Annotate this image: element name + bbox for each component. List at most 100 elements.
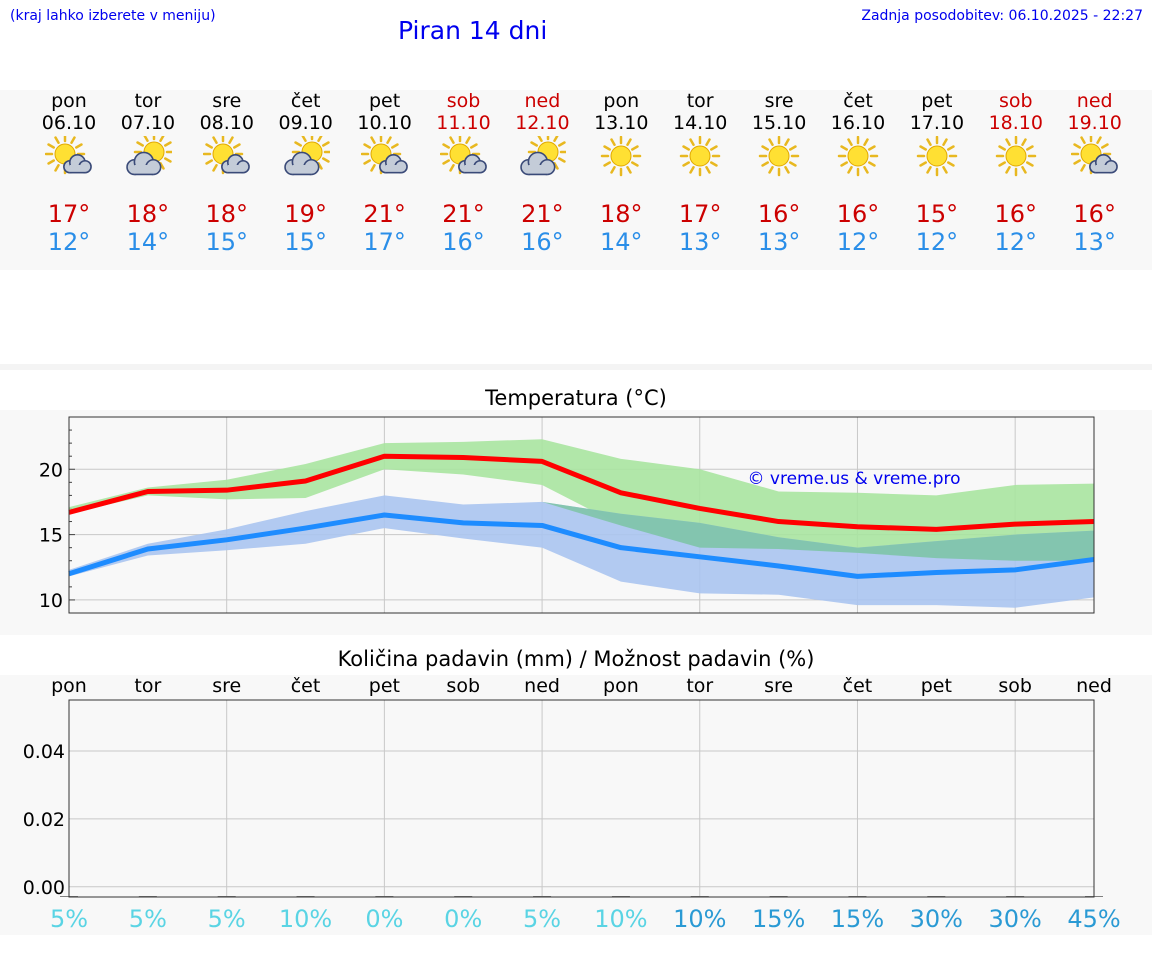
sun-cloud-icon [202,136,250,175]
min-temp: 13° [757,228,801,256]
day-date: 17.10 [909,112,965,134]
precipitation-probability: 30% [988,905,1042,933]
y-tick-label: 0.02 [23,809,65,831]
cloud-shape [1088,154,1118,174]
cloud-sun-icon [520,136,567,176]
day-date: 12.10 [515,112,570,134]
day-name: sre [764,90,794,112]
precipitation-chart-svg: 0.00 0.02 0.04 [23,699,1103,899]
sun-disc [926,145,948,167]
sun-rays [995,136,1037,177]
sun-rays [601,136,642,177]
day-name: pon [603,90,640,112]
sun-disc [689,145,711,167]
day-name: sob [446,90,481,112]
max-temp: 16° [757,200,801,228]
sun-rays [758,136,800,177]
sun-cloud-icon [1070,136,1118,175]
day-date: 16.10 [830,112,886,134]
sun-disc [768,145,790,167]
day-date: 19.10 [1067,112,1122,134]
range-overlap-band [69,495,1094,570]
x-day-label: tor [686,675,714,697]
plot-frame [68,416,1095,614]
day-date: 15.10 [751,112,807,134]
day-name: pet [921,90,953,112]
precipitation-probability: 30% [909,905,963,933]
day-date: 18.10 [988,112,1043,134]
cloud-shape [283,151,320,176]
min-temp: 13° [678,228,722,256]
precipitation-probability: 5% [207,905,246,933]
x-day-label: ned [1076,675,1112,697]
x-day-label: sre [212,675,242,697]
day-date: 13.10 [594,112,649,134]
day-date: 11.10 [436,112,491,134]
max-temp: 17° [678,200,722,228]
min-temp-line [68,512,1095,579]
cloud-shape [126,151,162,176]
precipitation-probability: 0% [365,905,404,933]
sun-rays [837,136,879,177]
precipitation-probability: 5% [523,905,562,933]
x-day-label: tor [134,675,162,697]
day-name: ned [1076,90,1113,112]
day-name: tor [134,90,162,112]
max-temp: 21° [442,200,485,228]
day-name: tor [686,90,714,112]
max-temp-range-band [69,439,1094,561]
precipitation-probability: 10% [278,905,333,933]
cloud-sun-icon [283,136,330,176]
sun-rays [916,136,958,177]
sun-icon [995,136,1037,177]
cloud-shape [63,154,92,174]
cloud-shape [220,154,250,174]
day-name: pet [368,90,401,112]
precipitation-probability: 0% [444,905,483,933]
daily-forecast-strip: pon 06.10 17° 12° tor 07.10 18° 14° sre 08.10 18° 1… [0,90,1152,270]
max-temp: 17° [47,200,91,228]
day-name: čet [290,90,321,112]
temperature-chart-title: Temperatura (°C) [485,386,667,410]
location-hint-link[interactable]: (kraj lahko izberete v meniju) [10,8,216,24]
day-date: 14.10 [672,112,728,134]
sun-cloud-icon [439,136,487,175]
min-temp: 16° [521,228,564,256]
sun-icon [679,136,721,177]
sun-icon [916,136,958,177]
day-date: 08.10 [199,112,254,134]
sun-cloud-icon [360,136,408,175]
sun-disc [610,145,632,167]
sun-disc [1005,145,1027,167]
min-temp: 12° [994,228,1038,256]
precipitation-probability: 45% [1067,905,1121,933]
max-temp: 21° [521,200,564,228]
x-day-label: pet [368,675,400,697]
x-day-label: pon [603,675,639,697]
watermark: © vreme.us & vreme.pro [747,469,960,489]
temperature-chart-svg: 10 15 20 © vreme.us & vreme.pro [39,416,1095,614]
sun-icon [601,136,642,177]
cloud-shape [520,151,556,176]
min-temp: 17° [363,228,406,256]
min-temp: 12° [836,228,880,256]
precipitation-chart-title: Količina padavin (mm) / Možnost padavin … [337,647,815,671]
cloud-sun-icon [126,136,172,176]
day-name: ned [524,90,561,112]
precipitation-probability: 5% [49,905,89,933]
day-name: čet [843,90,873,112]
cloud-shape [457,154,487,174]
max-temp: 16° [994,200,1038,228]
day-date: 09.10 [278,112,333,134]
y-tick-label: 10 [39,590,63,612]
temperature-chart: 10 15 20 © vreme.us & vreme.pro [0,410,1152,635]
min-temp: 13° [1073,228,1116,256]
precipitation-probability: 15% [751,905,806,933]
sun-disc [847,145,869,167]
min-temp: 14° [126,228,170,256]
y-tick-label: 15 [39,525,63,547]
precipitation-probability: 15% [830,905,885,933]
sun-cloud-icon [45,136,92,175]
day-name: pon [51,90,87,112]
x-day-label: pet [920,675,952,697]
